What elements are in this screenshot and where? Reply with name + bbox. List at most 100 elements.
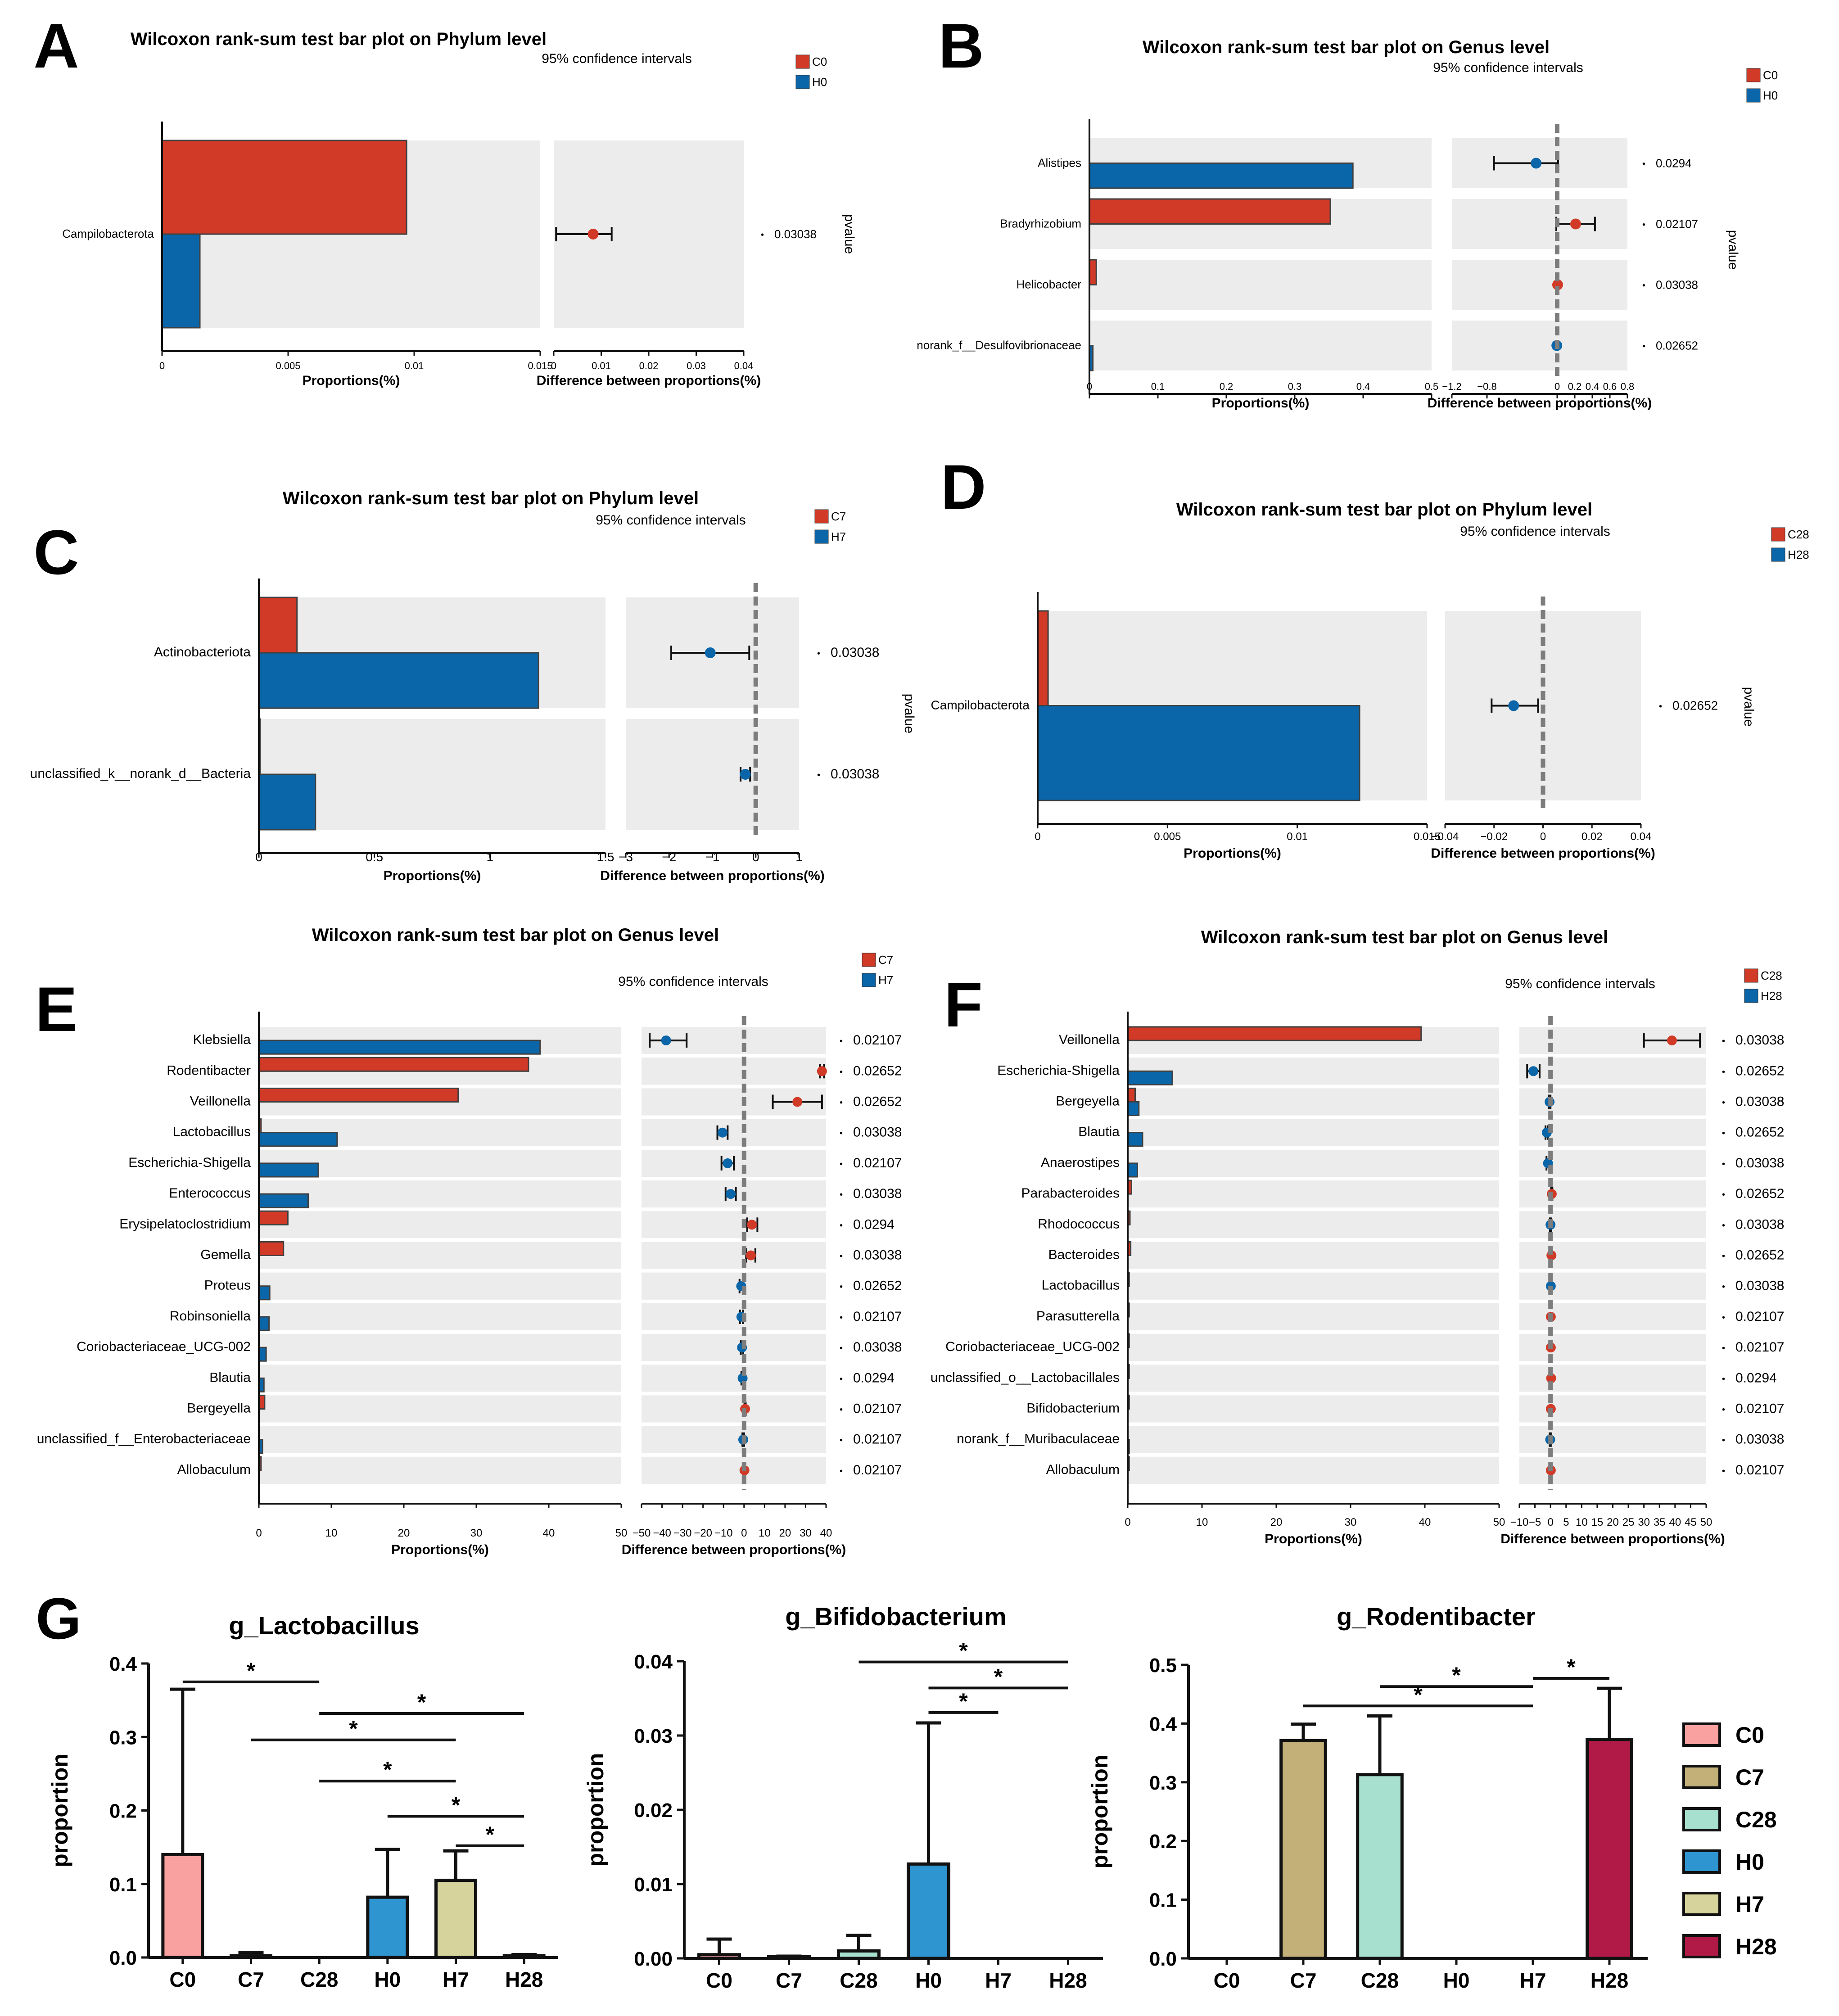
- right-tick-label: 45: [1685, 1516, 1697, 1528]
- right-tick-label: 0.01: [592, 360, 611, 371]
- bar-c7: [258, 597, 298, 654]
- row-background: [1128, 1088, 1499, 1116]
- legend-swatch-h0: [795, 75, 810, 89]
- pvalue-star: •: [1722, 1067, 1725, 1077]
- category-label: Allobaculum: [177, 1462, 251, 1477]
- left-tick-label: 0.005: [276, 360, 300, 371]
- x-tick-label: H28: [1049, 1969, 1087, 1992]
- x-tick-label: C0: [706, 1969, 732, 1992]
- right-tick-label: 10: [759, 1527, 771, 1539]
- category-label: Proteus: [204, 1278, 251, 1293]
- right-tick-label: 50: [1700, 1516, 1712, 1528]
- pvalue-star: •: [840, 1129, 843, 1139]
- category-label: Campilobacterota: [931, 698, 1030, 712]
- pvalue-text: 0.03038: [853, 1125, 902, 1140]
- bar-h0: [907, 1862, 950, 1960]
- y-axis-label: proportion: [1087, 1755, 1112, 1869]
- ci-row-background: [642, 1426, 826, 1453]
- left-tick-label: 0: [256, 1527, 262, 1539]
- pvalue-text: 0.02652: [1735, 1063, 1784, 1078]
- difference-point: [705, 647, 716, 658]
- bar-h7: [258, 1347, 267, 1362]
- category-label: Blautia: [1078, 1125, 1120, 1139]
- pvalue-axis-label: pvalue: [902, 694, 917, 733]
- pvalue-star: •: [1642, 220, 1645, 230]
- pvalue-axis-label: pvalue: [1741, 687, 1756, 727]
- legend-swatch-h7: [814, 529, 829, 544]
- pvalue-text: 0.02107: [1735, 1463, 1784, 1478]
- pvalue-star: •: [1722, 1405, 1725, 1415]
- category-label: unclassified_k__norank_d__Bacteria: [30, 766, 251, 781]
- pvalue-star: •: [1722, 1159, 1725, 1169]
- pvalue-star: •: [1722, 1466, 1725, 1476]
- category-label: unclassified_f__Enterobacteriaceae: [37, 1432, 251, 1446]
- row-background: [259, 1180, 621, 1208]
- y-tick-label: 0.0: [109, 1947, 137, 1969]
- significance-star: *: [1567, 1654, 1576, 1680]
- legend-label-c7: C7: [831, 510, 846, 523]
- right-tick-label: 30: [800, 1527, 812, 1539]
- right-tick-label: 0.4: [1586, 381, 1600, 392]
- bar-c0: [697, 1953, 741, 1960]
- pvalue-text: 0.03038: [831, 767, 879, 782]
- pvalue-star: •: [817, 770, 820, 780]
- row-background: [259, 1272, 621, 1300]
- chart-title: g_Lactobacillus: [229, 1611, 419, 1640]
- y-tick-label: 0.2: [109, 1800, 137, 1822]
- pvalue-star: •: [840, 1436, 843, 1446]
- y-tick-label: 0.2: [1149, 1831, 1177, 1853]
- chart-title: Wilcoxon rank-sum test bar plot on Phylu…: [283, 488, 699, 508]
- panel-letter: B: [938, 10, 984, 81]
- x-tick-label: C0: [1214, 1969, 1240, 1992]
- ci-label: 95% confidence intervals: [1460, 524, 1610, 539]
- bar-c28: [1037, 610, 1049, 706]
- difference-point: [747, 1220, 757, 1230]
- ci-row-background: [642, 1211, 826, 1239]
- panel-letter: A: [33, 10, 79, 81]
- difference-point: [1552, 279, 1563, 290]
- pvalue-star: •: [1722, 1220, 1725, 1230]
- category-label: Veillonella: [190, 1094, 251, 1109]
- left-tick-label: 0.1: [1151, 381, 1165, 392]
- category-label: Bergeyella: [1056, 1094, 1120, 1109]
- significance-star: *: [959, 1638, 968, 1663]
- category-label: Lactobacillus: [1042, 1278, 1120, 1293]
- row-background: [1128, 1272, 1499, 1300]
- pvalue-text: 0.03038: [853, 1248, 902, 1263]
- pvalue-text: 0.02652: [1672, 699, 1718, 713]
- category-label: Anaerostipes: [1041, 1155, 1120, 1170]
- category-label: Robinsoniella: [170, 1309, 251, 1324]
- chart-title: Wilcoxon rank-sum test bar plot on Phylu…: [131, 29, 547, 49]
- pvalue-star: •: [761, 230, 764, 240]
- left-tick-label: 10: [1196, 1516, 1208, 1528]
- pvalue-star: •: [1659, 702, 1662, 712]
- bar-c7: [258, 1210, 289, 1225]
- x-axis-label-right: Difference between proportions(%): [1500, 1532, 1725, 1546]
- difference-point: [1667, 1035, 1677, 1046]
- y-axis-label: proportion: [583, 1753, 608, 1867]
- pvalue-star: •: [1722, 1252, 1725, 1261]
- bar-c28: [1127, 1087, 1136, 1103]
- bar-c7: [258, 1241, 285, 1256]
- row-background: [259, 719, 605, 830]
- bar-c7: [258, 1057, 529, 1072]
- significance-star: *: [417, 1690, 426, 1715]
- ci-row-background: [642, 1272, 826, 1300]
- group-legend-swatch-c7: [1682, 1765, 1721, 1789]
- chart-title: g_Bifidobacterium: [785, 1602, 1007, 1631]
- y-tick-label: 0.4: [1149, 1713, 1177, 1735]
- category-label: Gemella: [200, 1248, 251, 1262]
- right-tick-label: 0: [1554, 381, 1560, 392]
- left-tick-label: 0: [255, 850, 262, 864]
- pvalue-text: 0.0294: [853, 1217, 895, 1232]
- row-background: [259, 1395, 621, 1423]
- x-tick-label: C0: [169, 1968, 196, 1991]
- legend-label-c28: C28: [1761, 969, 1782, 982]
- x-axis-label-left: Proportions(%): [1212, 396, 1310, 411]
- significance-star: *: [959, 1689, 968, 1714]
- right-tick-label: 0.02: [639, 360, 659, 371]
- pvalue-text: 0.03038: [774, 227, 817, 241]
- pvalue-star: •: [840, 1405, 843, 1415]
- pvalue-star: •: [840, 1036, 843, 1046]
- right-tick-label: 0.8: [1621, 381, 1635, 392]
